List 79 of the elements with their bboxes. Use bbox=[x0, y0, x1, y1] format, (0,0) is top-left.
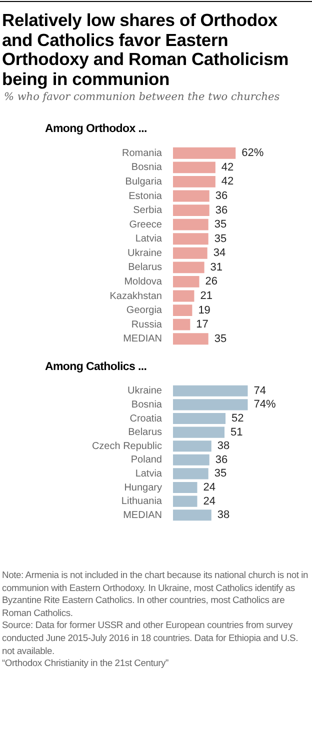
data-label: 35 bbox=[214, 218, 227, 231]
y-tick-label: MEDIAN bbox=[123, 510, 162, 521]
data-label: 31 bbox=[210, 261, 223, 274]
data-label: 74 bbox=[254, 384, 266, 397]
data-label: 36 bbox=[215, 454, 228, 466]
y-tick-label: Poland bbox=[130, 454, 162, 466]
text: “Orthodox Christianity in the 21st Century” bbox=[2, 657, 170, 670]
chart-title: Among Orthodox ... bbox=[45, 123, 148, 135]
text: Relatively low shares of Orthodox and Catholics favor Eastern Orthodoxy and Roman Catholicism being in communion bbox=[2, 10, 290, 89]
bar bbox=[173, 233, 208, 245]
y-tick-label: Ukraine bbox=[128, 248, 162, 259]
y-tick-label: Bosnia bbox=[131, 162, 162, 174]
bar bbox=[173, 412, 226, 424]
bar bbox=[173, 218, 208, 230]
data-label: 17 bbox=[196, 318, 208, 331]
data-label: 34 bbox=[213, 247, 226, 260]
bar bbox=[173, 204, 210, 216]
y-tick-label: Bulgaria bbox=[125, 176, 162, 188]
y-tick-label: Lithuania bbox=[121, 496, 162, 508]
bar bbox=[173, 399, 248, 410]
data-label: 24 bbox=[203, 482, 216, 494]
y-tick-label: Ukraine bbox=[128, 386, 162, 397]
text: % who favor communion between the two churches bbox=[4, 91, 281, 103]
y-tick-label: Serbia bbox=[133, 205, 162, 216]
data-label: 38 bbox=[217, 509, 230, 522]
data-label: 36 bbox=[215, 190, 228, 202]
bar bbox=[173, 333, 208, 345]
bar bbox=[173, 304, 192, 316]
bar bbox=[173, 290, 194, 302]
text: Note: Armenia is not included in the chart because its national church is not in communion with Eastern Orthodoxy. In Ukraine, most Catholics identify as Byzantine Rite Eastern Catholics. In other countries, most Catholics are Roman Catholics. bbox=[2, 569, 310, 620]
y-tick-label: Georgia bbox=[126, 305, 162, 316]
bar bbox=[173, 147, 236, 159]
bar bbox=[173, 262, 204, 274]
bar bbox=[173, 385, 248, 396]
bar bbox=[173, 468, 208, 480]
bar bbox=[173, 318, 190, 330]
y-tick-label: Belarus bbox=[128, 262, 162, 274]
data-label: 62% bbox=[242, 147, 264, 160]
data-label: 38 bbox=[217, 440, 230, 452]
y-tick-label: Hungary bbox=[124, 482, 162, 494]
data-label: 35 bbox=[214, 232, 227, 245]
y-tick-label: Russia bbox=[131, 319, 162, 330]
y-tick-label: Latvia bbox=[135, 234, 162, 245]
bar bbox=[173, 276, 200, 288]
y-tick-label: Kazakhstan bbox=[110, 290, 162, 302]
y-tick-label: Romania bbox=[122, 148, 162, 159]
y-tick-label: MEDIAN bbox=[123, 334, 162, 345]
data-label: 35 bbox=[214, 332, 227, 345]
y-tick-label: Greece bbox=[129, 219, 162, 230]
data-label: 26 bbox=[205, 276, 218, 288]
data-label: 74% bbox=[254, 398, 276, 411]
data-label: 51 bbox=[230, 426, 243, 438]
bar bbox=[173, 440, 212, 452]
y-tick-label: Moldova bbox=[124, 276, 162, 288]
y-tick-label: Czech Republic bbox=[92, 440, 162, 452]
bar bbox=[173, 176, 216, 188]
data-label: 24 bbox=[203, 495, 216, 508]
bar bbox=[173, 247, 208, 259]
chart-title: Among Catholics ... bbox=[45, 361, 148, 373]
source-note: Source: Data for former USSR and other European countries from survey conducted June 2015-July 2016 in 18 countries. Data for Ethiopia and U.S. not available. bbox=[2, 619, 300, 658]
y-tick-label: Estonia bbox=[128, 190, 162, 202]
bar bbox=[173, 496, 198, 507]
data-label: 42 bbox=[221, 176, 234, 188]
y-tick-label: Belarus bbox=[128, 427, 162, 438]
bar bbox=[173, 426, 225, 438]
y-tick-label: Bosnia bbox=[131, 399, 162, 410]
data-label: 21 bbox=[200, 290, 212, 302]
bar bbox=[173, 482, 198, 494]
y-tick-label: Croatia bbox=[130, 413, 162, 424]
data-label: 35 bbox=[214, 468, 227, 480]
bar bbox=[173, 510, 212, 521]
data-label: 36 bbox=[215, 204, 228, 216]
data-label: 42 bbox=[221, 161, 234, 174]
bar bbox=[173, 190, 210, 202]
bar bbox=[173, 162, 216, 174]
y-tick-label: Latvia bbox=[135, 468, 162, 480]
data-label: 19 bbox=[198, 304, 210, 316]
data-label: 52 bbox=[232, 412, 244, 425]
bar bbox=[173, 454, 210, 466]
